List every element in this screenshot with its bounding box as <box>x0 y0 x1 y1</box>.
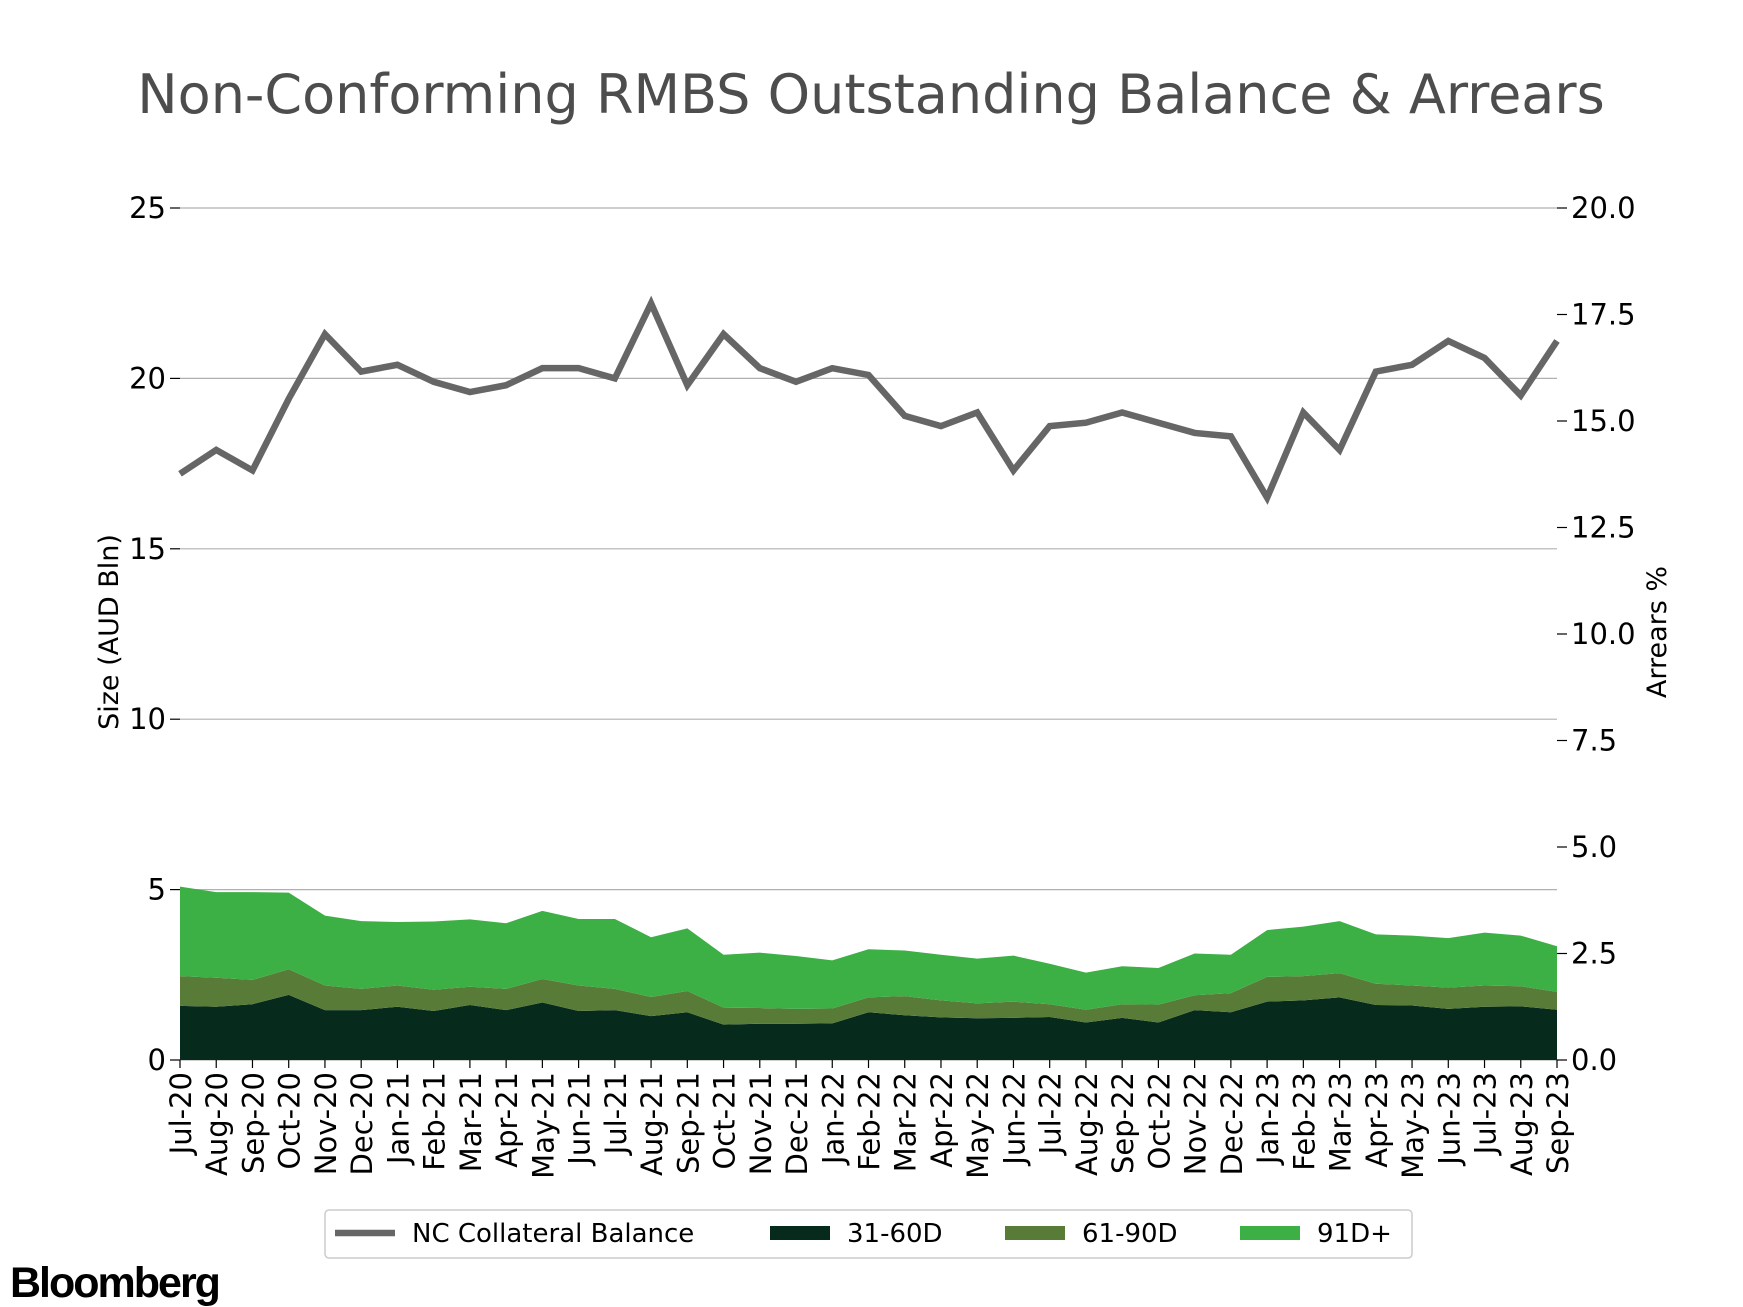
x-tick-label: Dec-21 <box>780 1072 814 1175</box>
x-tick-label: Jul-20 <box>164 1072 198 1156</box>
legend-label: NC Collateral Balance <box>412 1219 694 1249</box>
x-tick-label: Sep-23 <box>1541 1072 1575 1174</box>
area-series-61-90D <box>180 969 1557 1025</box>
line-series-balance <box>178 295 1560 505</box>
x-tick-label: Oct-20 <box>273 1072 307 1170</box>
x-tick-label: Sep-22 <box>1106 1072 1140 1174</box>
x-tick-label: Jan-22 <box>816 1072 850 1166</box>
legend-label: 61-90D <box>1082 1219 1178 1249</box>
x-tick-label: Oct-22 <box>1142 1072 1176 1170</box>
x-tick-label: Feb-23 <box>1287 1072 1321 1171</box>
x-tick-label: Aug-21 <box>635 1072 669 1176</box>
x-tick-label: May-23 <box>1396 1072 1430 1179</box>
x-tick-label: Nov-21 <box>744 1072 778 1175</box>
legend-box <box>324 1209 1413 1259</box>
x-tick-label: Aug-20 <box>200 1072 234 1176</box>
x-tick-label: Jul-22 <box>1034 1072 1068 1156</box>
y-tick-label: 5 <box>148 873 166 907</box>
legend-swatch-61-90D <box>1005 1226 1065 1240</box>
x-axis-ticks: Jul-20 Aug-20 Sep-20 Oct-20 Nov-20 Dec-20 Jan-… <box>164 1060 1575 1179</box>
area-series-91D+ <box>180 886 1557 1010</box>
y2-tick-label: 12.5 <box>1571 511 1636 545</box>
x-tick-label: Jan-23 <box>1251 1072 1285 1166</box>
y-tick-label: 10 <box>129 702 166 736</box>
x-tick-label: Aug-22 <box>1070 1072 1104 1176</box>
x-tick-label: Apr-21 <box>490 1072 524 1168</box>
y2-tick-label: 15.0 <box>1571 404 1636 438</box>
x-tick-label: Aug-23 <box>1505 1072 1539 1176</box>
y-tick-label: 20 <box>129 361 166 395</box>
x-tick-label: Nov-22 <box>1179 1072 1213 1175</box>
legend: NC Collateral Balance 31-60D 61-90D 91D+ <box>324 1209 1413 1259</box>
x-tick-label: Jun-21 <box>563 1072 597 1167</box>
left-axis-ticks: 0 5 10 15 20 25 <box>129 191 180 1077</box>
y2-tick-label: 5.0 <box>1571 830 1617 864</box>
legend-swatch-91D+ <box>1240 1226 1300 1240</box>
x-tick-label: Feb-21 <box>418 1072 452 1171</box>
x-tick-label: Jul-23 <box>1469 1072 1503 1156</box>
x-tick-label: Mar-23 <box>1324 1072 1358 1172</box>
y2-tick-label: 17.5 <box>1571 298 1636 332</box>
chart-title: Non-Conforming RMBS Outstanding Balance … <box>137 63 1604 126</box>
y2-tick-label: 2.5 <box>1571 937 1617 971</box>
y2-tick-label: 10.0 <box>1571 617 1636 651</box>
bloomberg-logo: Bloomberg <box>10 1259 219 1307</box>
x-tick-label: Nov-20 <box>309 1072 343 1175</box>
x-tick-label: Feb-22 <box>853 1072 887 1171</box>
x-tick-label: Mar-22 <box>889 1072 923 1172</box>
arrears-areas <box>180 886 1557 1060</box>
x-tick-label: Jun-23 <box>1432 1072 1466 1167</box>
x-tick-label: May-22 <box>961 1072 995 1179</box>
x-tick-label: Mar-21 <box>454 1072 488 1172</box>
y2-tick-label: 7.5 <box>1571 724 1617 758</box>
x-tick-label: Dec-22 <box>1215 1072 1249 1175</box>
x-tick-label: Sep-21 <box>671 1072 705 1174</box>
legend-label: 31-60D <box>847 1219 943 1249</box>
x-tick-label: Apr-23 <box>1360 1072 1394 1168</box>
x-tick-label: Dec-20 <box>345 1072 379 1175</box>
balance-line-layer <box>178 295 1560 505</box>
legend-label: 91D+ <box>1317 1219 1392 1249</box>
legend-swatch-31-60D <box>770 1226 830 1240</box>
right-axis-ticks: 0.0 2.5 5.0 7.5 10.0 12.5 15.0 17.5 20.0 <box>1557 191 1636 1077</box>
x-tick-label: Jul-21 <box>599 1072 633 1156</box>
y2-axis-label: Arrears % <box>1642 566 1673 698</box>
y2-tick-label: 0.0 <box>1571 1043 1617 1077</box>
x-tick-label: Jun-22 <box>997 1072 1031 1167</box>
y-tick-label: 25 <box>129 191 166 225</box>
x-tick-label: May-21 <box>526 1072 560 1179</box>
y2-tick-label: 20.0 <box>1571 191 1636 225</box>
y-tick-label: 15 <box>129 532 166 566</box>
x-tick-label: Apr-22 <box>925 1072 959 1168</box>
y-axis-label: Size (AUD Bln) <box>94 534 125 730</box>
x-tick-label: Sep-20 <box>236 1072 270 1174</box>
x-tick-label: Jan-21 <box>381 1072 415 1166</box>
x-tick-label: Oct-21 <box>708 1072 742 1170</box>
y-tick-label: 0 <box>148 1043 166 1077</box>
area-series-31-60D <box>180 994 1557 1060</box>
